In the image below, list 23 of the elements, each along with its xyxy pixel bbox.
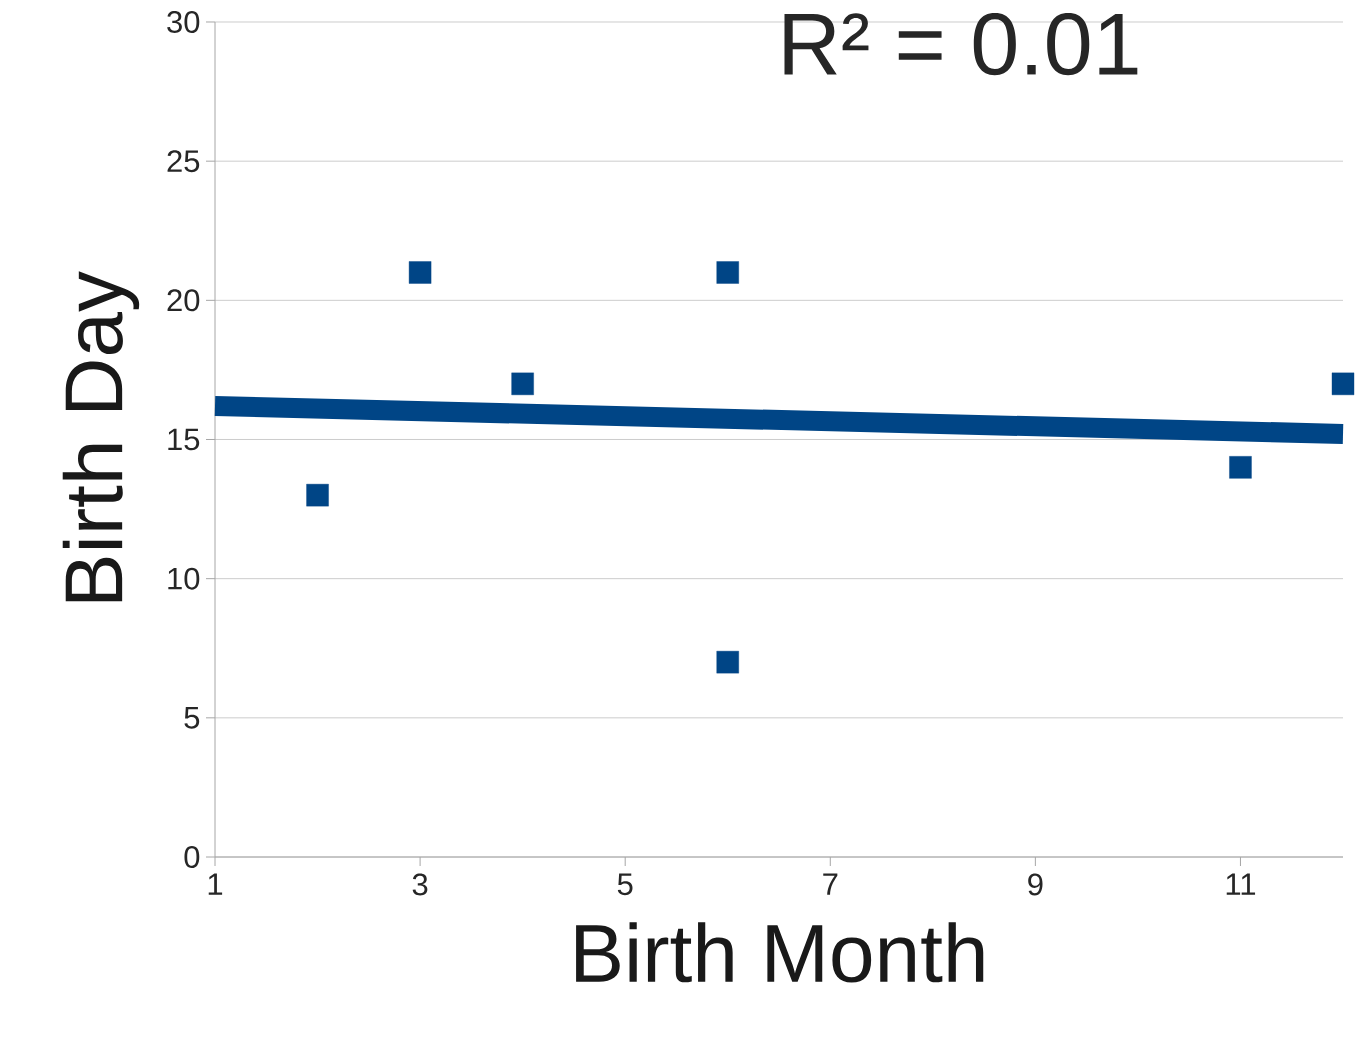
x-axis-title: Birth Month	[576, 922, 984, 983]
x-tick-label: 9	[1028, 873, 1043, 896]
y-tick-label: 30	[167, 11, 200, 33]
point	[306, 483, 329, 507]
x-tick-label: 3	[412, 873, 428, 896]
x-tick-label: 1	[208, 873, 223, 895]
x-tick-label: 5	[617, 873, 633, 896]
point	[1229, 456, 1252, 479]
x-tick-label: 7	[823, 873, 838, 895]
point	[408, 261, 432, 284]
point	[716, 650, 739, 674]
y-tick-label: 25	[167, 150, 200, 173]
y-tick-label: 15	[168, 428, 200, 451]
y-tick-label: 0	[184, 846, 200, 868]
point	[716, 261, 739, 284]
y-tick-label: 5	[184, 707, 200, 729]
point	[511, 372, 534, 396]
y-axis-title: Birth Day	[62, 271, 140, 602]
annotation: R² = 0.01	[784, 12, 1138, 76]
y-tick-label: 10	[168, 567, 200, 590]
point	[1331, 372, 1355, 396]
x-tick-label: 11	[1226, 873, 1256, 895]
y-tick-label: 20	[167, 289, 200, 312]
